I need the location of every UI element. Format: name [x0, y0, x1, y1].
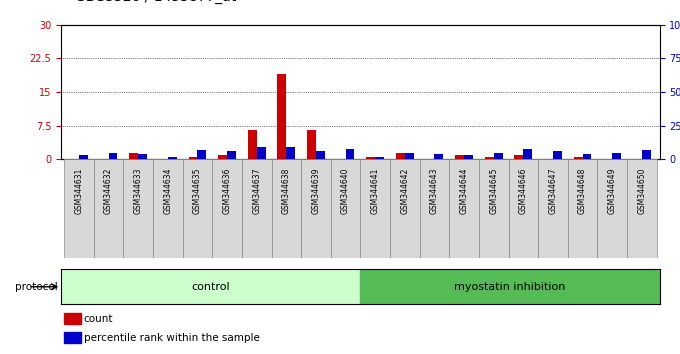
Bar	[138, 154, 147, 159]
Bar	[64, 313, 81, 324]
Bar	[330, 159, 360, 258]
Bar	[64, 332, 81, 343]
Bar	[277, 74, 286, 159]
Text: GSM344648: GSM344648	[578, 167, 587, 213]
Bar	[197, 150, 206, 159]
Bar	[485, 157, 494, 159]
Text: percentile rank within the sample: percentile rank within the sample	[84, 332, 260, 343]
Bar	[405, 153, 413, 159]
Text: GSM344637: GSM344637	[252, 167, 261, 214]
Text: GSM344638: GSM344638	[282, 167, 291, 213]
Bar	[435, 154, 443, 159]
Bar	[218, 155, 227, 159]
Bar	[360, 159, 390, 258]
Bar	[212, 159, 242, 258]
Bar	[598, 159, 627, 258]
Bar	[538, 159, 568, 258]
Bar	[464, 155, 473, 159]
Text: GSM344635: GSM344635	[193, 167, 202, 214]
Bar	[367, 157, 375, 159]
Bar	[153, 159, 183, 258]
Text: GSM344649: GSM344649	[608, 167, 617, 214]
Bar	[94, 159, 123, 258]
Text: GSM344634: GSM344634	[163, 167, 172, 214]
Bar	[129, 153, 138, 159]
Text: GSM344641: GSM344641	[371, 167, 379, 213]
Bar	[396, 153, 405, 159]
Text: count: count	[84, 314, 113, 324]
Bar	[627, 159, 657, 258]
Bar	[553, 151, 562, 159]
Bar	[479, 159, 509, 258]
Bar	[375, 156, 384, 159]
Bar	[642, 150, 651, 159]
Text: GSM344647: GSM344647	[549, 167, 558, 214]
Bar	[345, 149, 354, 159]
Text: GSM344631: GSM344631	[75, 167, 84, 213]
Bar	[123, 159, 153, 258]
Text: GSM344645: GSM344645	[489, 167, 498, 214]
Bar	[574, 157, 583, 159]
Bar	[168, 156, 177, 159]
Text: GSM344644: GSM344644	[460, 167, 469, 214]
Bar	[509, 159, 538, 258]
Text: control: control	[192, 282, 230, 292]
Bar	[61, 269, 360, 304]
Bar	[524, 149, 532, 159]
Text: GSM344636: GSM344636	[222, 167, 232, 214]
Text: GSM344632: GSM344632	[104, 167, 113, 213]
Bar	[316, 151, 325, 159]
Bar	[455, 155, 464, 159]
Text: GSM344643: GSM344643	[430, 167, 439, 214]
Bar	[257, 147, 266, 159]
Bar	[583, 154, 592, 159]
Bar	[286, 147, 295, 159]
Bar	[612, 153, 621, 159]
Bar	[360, 269, 660, 304]
Bar	[242, 159, 271, 258]
Text: myostatin inhibition: myostatin inhibition	[454, 282, 566, 292]
Bar	[301, 159, 330, 258]
Bar	[109, 153, 118, 159]
Text: GSM344639: GSM344639	[311, 167, 320, 214]
Text: GDS3526 / 1453877_at: GDS3526 / 1453877_at	[75, 0, 236, 4]
Text: GSM344640: GSM344640	[341, 167, 350, 214]
Bar	[183, 159, 212, 258]
Bar	[390, 159, 420, 258]
Bar	[494, 153, 503, 159]
Bar	[307, 130, 316, 159]
Bar	[271, 159, 301, 258]
Bar	[64, 159, 94, 258]
Bar	[188, 157, 197, 159]
Text: GSM344633: GSM344633	[134, 167, 143, 214]
Bar	[515, 155, 524, 159]
Text: protocol: protocol	[15, 282, 58, 292]
Text: GSM344642: GSM344642	[401, 167, 409, 213]
Bar	[227, 151, 236, 159]
Bar	[248, 130, 257, 159]
Bar	[79, 155, 88, 159]
Text: GSM344650: GSM344650	[637, 167, 646, 214]
Bar	[449, 159, 479, 258]
Text: GSM344646: GSM344646	[519, 167, 528, 214]
Bar	[568, 159, 598, 258]
Bar	[420, 159, 449, 258]
